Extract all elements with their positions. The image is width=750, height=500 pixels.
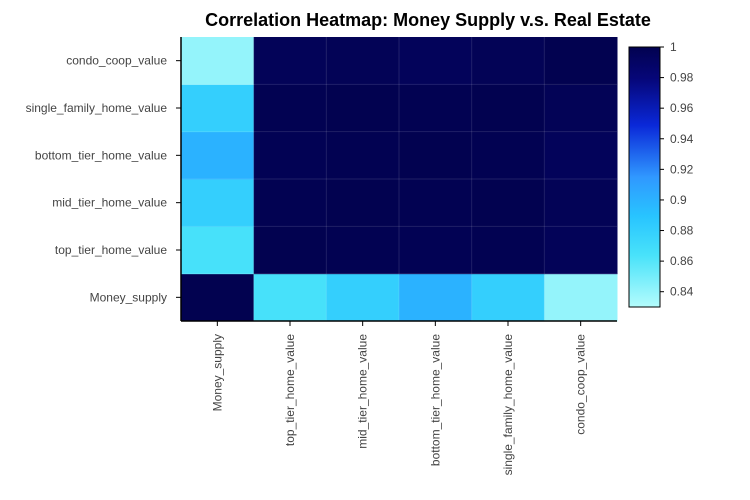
heatmap-cell — [399, 131, 473, 180]
y-tick-label: top_tier_home_value — [55, 243, 167, 257]
heatmap-cell — [544, 226, 618, 275]
heatmap-cell — [471, 37, 545, 85]
colorbar-tick-label: 0.92 — [670, 162, 694, 176]
y-tick-label: single_family_home_value — [26, 101, 168, 115]
heatmap-cell — [181, 84, 255, 133]
heatmap-cell — [326, 273, 400, 322]
heatmap-cell — [399, 84, 473, 133]
heatmap-cell — [181, 37, 255, 85]
heatmap-cell — [471, 179, 545, 227]
colorbar-tick-label: 0.94 — [670, 132, 694, 146]
colorbar-tick-label: 0.98 — [670, 71, 694, 85]
heatmap-cell — [471, 131, 545, 180]
colorbar-tick-label: 0.84 — [670, 285, 694, 299]
heatmap-cell — [181, 226, 255, 275]
x-tick-label: bottom_tier_home_value — [428, 334, 442, 466]
heatmap-cell — [544, 84, 618, 133]
heatmap-cell — [326, 131, 400, 180]
x-tick-label: condo_coop_value — [574, 334, 588, 435]
heatmap-cell — [399, 273, 473, 322]
heatmap-cell — [544, 37, 618, 85]
heatmap-cell — [253, 179, 327, 227]
heatmap-cell — [471, 273, 545, 322]
x-tick-label: single_family_home_value — [501, 334, 515, 476]
x-tick-label: Money_supply — [210, 334, 224, 411]
heatmap-cell — [181, 131, 255, 180]
heatmap-cell — [326, 179, 400, 227]
y-tick-label: mid_tier_home_value — [52, 196, 167, 210]
heatmap-cell — [253, 226, 327, 275]
heatmap-cell — [181, 179, 255, 227]
colorbar: 0.84 0.86 0.88 0.9 0.92 0.94 0.96 0.98 1 — [628, 40, 694, 308]
x-tick-label: top_tier_home_value — [283, 334, 297, 446]
heatmap-axes — [176, 37, 617, 326]
heatmap-cell — [181, 273, 255, 322]
y-tick-label: condo_coop_value — [66, 54, 167, 68]
heatmap-cell — [253, 84, 327, 133]
heatmap-cell — [544, 131, 618, 180]
colorbar-tick-label: 0.88 — [670, 224, 694, 238]
heatmap-cell — [326, 226, 400, 275]
heatmap-cells — [181, 37, 618, 322]
heatmap-cell — [399, 179, 473, 227]
heatmap-cell — [253, 131, 327, 180]
heatmap-cell — [544, 179, 618, 227]
heatmap-cell — [253, 37, 327, 85]
heatmap-cell — [544, 273, 618, 322]
colorbar-scale — [628, 46, 661, 308]
heatmap-cell — [326, 37, 400, 85]
colorbar-tick-label: 0.86 — [670, 254, 694, 268]
chart-title: Correlation Heatmap: Money Supply v.s. R… — [205, 10, 651, 30]
heatmap-cell — [399, 37, 473, 85]
colorbar-tick-label: 0.9 — [670, 193, 687, 207]
heatmap-gridlines — [181, 37, 617, 321]
x-axis-labels: Money_supply top_tier_home_value mid_tier_… — [210, 334, 587, 476]
heatmap-cell — [253, 273, 327, 322]
y-tick-label: bottom_tier_home_value — [35, 148, 167, 162]
colorbar-tick-label: 1 — [670, 40, 677, 54]
y-tick-label: Money_supply — [90, 290, 167, 304]
heatmap-cell — [471, 84, 545, 133]
y-axis-labels: Money_supply top_tier_home_value mid_tier_… — [26, 54, 168, 305]
heatmap-cell — [471, 226, 545, 275]
heatmap-cell — [399, 226, 473, 275]
heatmap-cell — [326, 84, 400, 133]
x-tick-label: mid_tier_home_value — [356, 334, 370, 449]
colorbar-tick-label: 0.96 — [670, 101, 694, 115]
